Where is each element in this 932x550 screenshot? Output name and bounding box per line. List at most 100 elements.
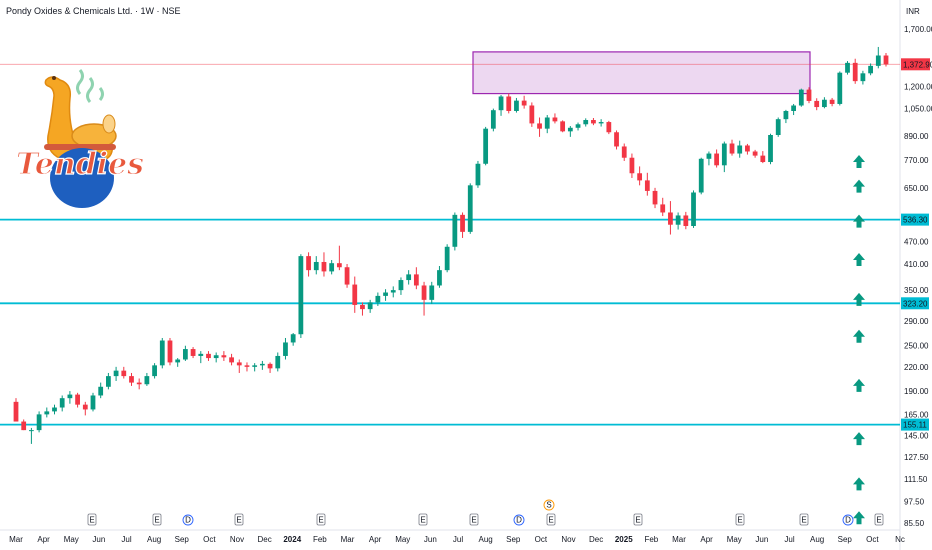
- candle: [598, 119, 604, 127]
- candle: [691, 190, 696, 228]
- candle: [591, 118, 596, 126]
- candle-body: [560, 121, 566, 132]
- candle-body: [783, 110, 789, 120]
- candle: [444, 244, 450, 273]
- candle: [460, 212, 465, 238]
- candle: [822, 97, 827, 109]
- candle: [106, 372, 111, 390]
- candle: [852, 58, 858, 84]
- earnings-marker: E: [420, 516, 425, 525]
- y-tick-label: 890.00: [904, 132, 929, 141]
- earnings-icon: [735, 513, 745, 526]
- candle: [452, 212, 458, 251]
- candle-body: [275, 355, 281, 369]
- x-tick-label: May: [727, 535, 742, 544]
- candle: [883, 53, 889, 67]
- earnings-marker: E: [89, 516, 94, 525]
- candle-body: [413, 274, 419, 286]
- candle-body: [460, 214, 465, 232]
- currency-label: INR: [906, 7, 920, 16]
- candle-body: [768, 135, 773, 163]
- candle-body: [59, 398, 65, 408]
- up-arrow-icon: [853, 155, 865, 169]
- candle-body: [144, 376, 150, 385]
- candle: [521, 95, 527, 109]
- candle-body: [752, 151, 758, 156]
- x-tick-label: May: [395, 535, 410, 544]
- candle-body: [221, 355, 227, 358]
- candle-body: [390, 290, 396, 293]
- candle: [52, 404, 57, 415]
- last-price-label: 1,372.90: [903, 60, 932, 69]
- candle-body: [129, 376, 134, 383]
- candle-body: [660, 204, 666, 213]
- candle-body: [637, 173, 643, 181]
- candle: [798, 88, 804, 107]
- x-tick-label: Apr: [369, 535, 382, 544]
- candle: [644, 172, 650, 196]
- candle: [136, 378, 142, 390]
- candle: [398, 277, 404, 295]
- candle: [868, 63, 873, 76]
- y-tick-label: 290.00: [904, 317, 929, 326]
- candle: [175, 358, 181, 367]
- candle: [36, 411, 42, 433]
- candle-body: [244, 365, 250, 367]
- candle-body: [44, 411, 50, 415]
- candle-body: [252, 365, 258, 367]
- candle: [390, 286, 396, 298]
- candle-body: [167, 340, 173, 363]
- candle-body: [175, 359, 181, 363]
- candle: [406, 270, 412, 285]
- candle-body: [814, 100, 820, 108]
- candle-body: [875, 55, 881, 66]
- x-tick-label: Oct: [866, 535, 879, 544]
- x-tick-label: Mar: [9, 535, 23, 544]
- candle-body: [90, 395, 96, 410]
- support-level-tag: [901, 418, 929, 431]
- candle-body: [775, 119, 781, 136]
- candle: [190, 347, 196, 359]
- earnings-marker: E: [635, 516, 640, 525]
- candle: [321, 252, 327, 277]
- y-tick-label: 111.50: [904, 475, 928, 484]
- x-tick-label: Feb: [644, 535, 658, 544]
- candle: [837, 71, 843, 106]
- candle: [267, 362, 273, 373]
- candle-body: [113, 370, 119, 377]
- candle-body: [760, 155, 766, 163]
- candle-body: [98, 386, 104, 396]
- candle-body: [883, 55, 889, 65]
- earnings-marker: E: [737, 516, 742, 525]
- candle: [829, 97, 835, 107]
- candle: [467, 183, 473, 234]
- candle-body: [591, 120, 596, 124]
- earnings-marker: E: [801, 516, 806, 525]
- candle: [44, 407, 50, 418]
- candle: [252, 363, 258, 372]
- chart-title: Pondy Oxides & Chemicals Ltd. · 1W · NSE: [6, 6, 181, 16]
- candle: [498, 95, 504, 116]
- candle: [490, 108, 496, 132]
- candle: [306, 252, 311, 277]
- candle-body: [229, 357, 234, 363]
- candle-body: [475, 163, 481, 186]
- candle: [514, 97, 519, 113]
- y-tick-label: 1,700.00: [904, 25, 932, 34]
- candle-body: [121, 370, 127, 377]
- candle-body: [429, 285, 435, 300]
- dividend-marker: D: [185, 516, 191, 525]
- candle-body: [75, 394, 80, 405]
- x-tick-label: Apr: [700, 535, 713, 544]
- x-tick-label: Mar: [341, 535, 355, 544]
- candle: [13, 398, 19, 422]
- candle: [336, 245, 342, 271]
- tendies-logo: Tendies: [15, 69, 144, 208]
- x-tick-label: Sep: [175, 535, 190, 544]
- split-marker: S: [546, 501, 551, 510]
- candle: [567, 126, 573, 137]
- y-tick-label: 190.00: [904, 387, 929, 396]
- x-tick-label: Jul: [121, 535, 131, 544]
